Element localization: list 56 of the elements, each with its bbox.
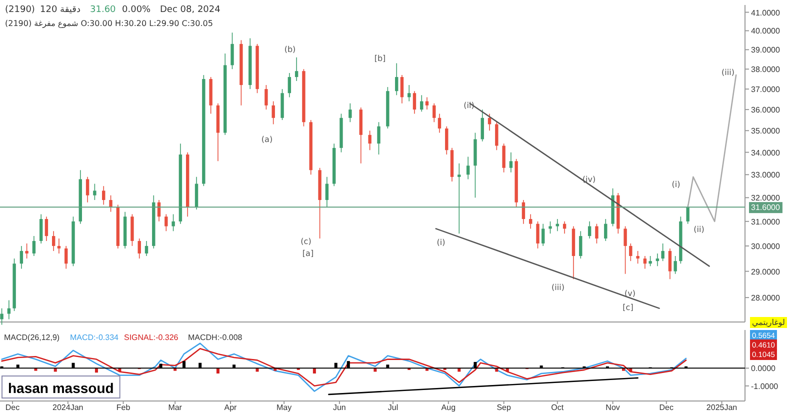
x-tick-label: Jul	[388, 403, 398, 412]
annotation: (c)	[300, 237, 312, 246]
y-tick-label: 32.0000	[751, 194, 780, 203]
annotation: (i)	[672, 180, 680, 189]
text: لوغاريتمي	[752, 318, 785, 327]
annotation: 120 دقيقة	[40, 5, 80, 15]
x-tick-label: Mar	[168, 403, 182, 412]
annotation: MACD:-0.334	[70, 333, 120, 342]
annotation: (iii)	[722, 68, 734, 77]
annotation: SIGNAL:-0.326	[124, 333, 179, 342]
annotation: (2190)	[5, 5, 35, 15]
annotation: (a)	[261, 135, 273, 144]
annotation: [c]	[622, 303, 634, 312]
y-tick-label: 39.0000	[751, 46, 780, 55]
y-tick-label: 37.0000	[751, 85, 780, 94]
y-tick-label: 40.0000	[751, 26, 780, 36]
annotation: Dec 08, 2024	[160, 5, 221, 15]
x-tick-label: Nov	[606, 403, 620, 412]
y-tick-label: 33.0000	[751, 170, 780, 180]
y-tick-label: 41.0000	[751, 8, 780, 18]
x-tick-label: Dec	[659, 403, 674, 412]
y-tick-label: 35.0000	[751, 126, 780, 136]
annotation: (iii)	[552, 283, 564, 292]
y-tick-label: 31.0000	[751, 217, 780, 226]
x-tick-label: Sep	[496, 403, 512, 412]
y-tick-label: 0.0000	[751, 364, 776, 374]
y-tick-label: 36.0000	[751, 106, 780, 115]
x-tick-label: May	[276, 403, 292, 412]
annotation: (i)	[436, 238, 446, 247]
annotation: (ii)	[694, 225, 704, 234]
y-tick-label: 30.0000	[751, 242, 780, 251]
y-tick-label: 28.0000	[751, 294, 780, 303]
annotation: (iv)	[582, 175, 596, 184]
annotation: [b]	[374, 54, 386, 63]
x-tick-label: Dec	[5, 403, 20, 412]
x-tick-label: Oct	[551, 403, 564, 412]
y-tick-label: -1.0000	[751, 382, 779, 391]
y-tick-label: 38.0000	[751, 65, 780, 74]
annotation: MACD(26,12,9)	[4, 333, 60, 342]
annotation: (b)	[284, 45, 296, 54]
annotation: MACDH:-0.008	[188, 333, 243, 342]
x-tick-label: Apr	[224, 403, 238, 412]
x-tick-label: Aug	[441, 403, 456, 412]
annotation: [a]	[302, 249, 314, 258]
annotation: 0.00%	[122, 5, 152, 15]
annotation: (v)	[624, 289, 636, 298]
ref-line-label: 31.6000	[751, 203, 780, 212]
x-tick-label: 2024Jan	[52, 403, 84, 412]
x-tick-label: 2025Jan	[706, 403, 738, 412]
x-tick-label: Feb	[116, 403, 131, 412]
x-tick-label: Jun	[332, 403, 346, 412]
annotation: شموع مفرغة (2190) O:30.00 H:30.20 L:29.90 C:30.05	[5, 19, 213, 28]
y-tick-label: 34.0000	[751, 148, 780, 158]
annotation: hasan massoud	[8, 380, 114, 396]
annotation: 31.60	[90, 5, 116, 15]
y-tick-label: 29.0000	[751, 267, 780, 276]
